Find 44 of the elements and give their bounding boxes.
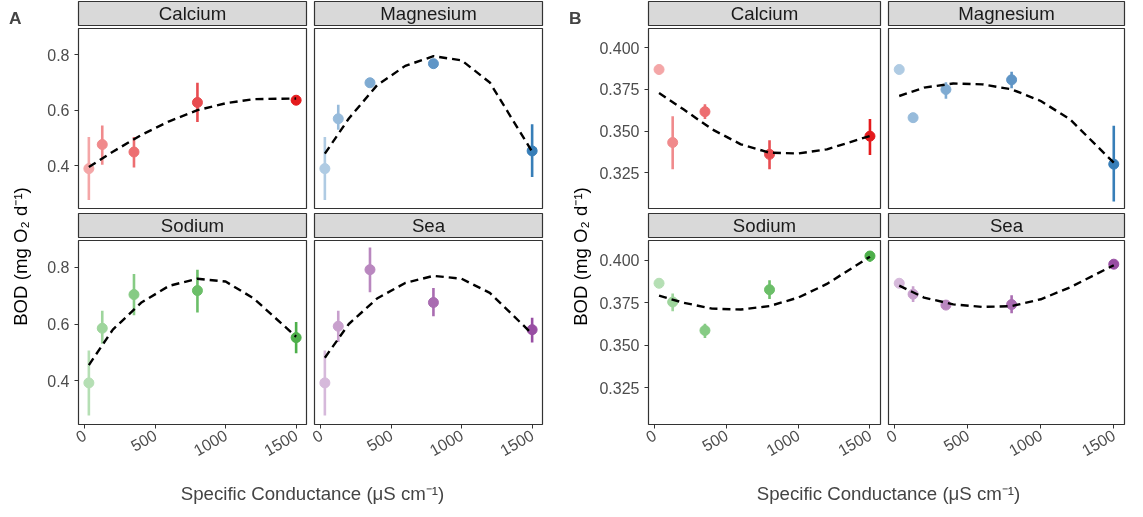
chart-title: Sodium [160, 215, 225, 236]
x-tick-label: 0 [309, 426, 326, 446]
chart-title: Magnesium [380, 3, 477, 24]
x-tick-label: 1500 [1078, 426, 1119, 460]
x-tick-label: 500 [940, 426, 973, 455]
x-tick-label: 1000 [763, 426, 803, 460]
y-tick-label: 0.4 [47, 157, 70, 175]
x-axis-title: Specific Conductance (μS cm⁻¹) [756, 483, 1021, 504]
text: A [9, 8, 22, 29]
chart-title: Calcium [730, 3, 799, 24]
chart-title: Sea [411, 215, 446, 236]
y-axis-title: BOD (mg O₂ d⁻¹) [10, 187, 32, 326]
x-tick-label: 500 [699, 426, 732, 455]
y-tick-label: 0.350 [599, 337, 640, 355]
y-tick-label: 0.375 [599, 81, 640, 99]
y-tick-label: 0.400 [599, 252, 640, 270]
y-axis-title: BOD (mg O₂ d⁻¹) [570, 187, 592, 326]
y-tick-label: 0.325 [599, 164, 640, 182]
x-tick-label: 500 [364, 426, 396, 455]
x-tick-label: 1500 [497, 426, 537, 460]
x-tick-label: 1000 [426, 426, 467, 460]
chart-title: Calcium [158, 3, 227, 24]
chart-title: Sea [989, 215, 1024, 236]
chart-title: Sodium [732, 215, 797, 236]
x-tick-label: 0 [643, 426, 660, 446]
y-tick-label: 0.350 [599, 123, 640, 140]
y-tick-label: 0.8 [47, 259, 70, 277]
text: B [569, 8, 582, 29]
y-tick-label: 0.8 [47, 46, 70, 64]
x-tick-label: 0 [883, 426, 900, 446]
y-tick-label: 0.4 [47, 372, 70, 390]
x-tick-label: 500 [128, 426, 160, 455]
y-tick-label: 0.375 [599, 294, 640, 312]
y-tick-label: 0.6 [47, 102, 70, 120]
x-tick-label: 0 [72, 426, 90, 446]
x-axis-title: Specific Conductance (μS cm⁻¹) [180, 483, 445, 504]
y-tick-label: 0.400 [599, 39, 640, 57]
x-tick-label: 1000 [190, 426, 231, 460]
x-tick-label: 1500 [261, 426, 301, 460]
chart-title: Magnesium [958, 3, 1055, 24]
x-tick-label: 1000 [1005, 426, 1046, 460]
y-tick-label: 0.325 [599, 379, 640, 397]
x-tick-label: 1500 [835, 426, 875, 460]
y-tick-label: 0.6 [47, 316, 70, 334]
